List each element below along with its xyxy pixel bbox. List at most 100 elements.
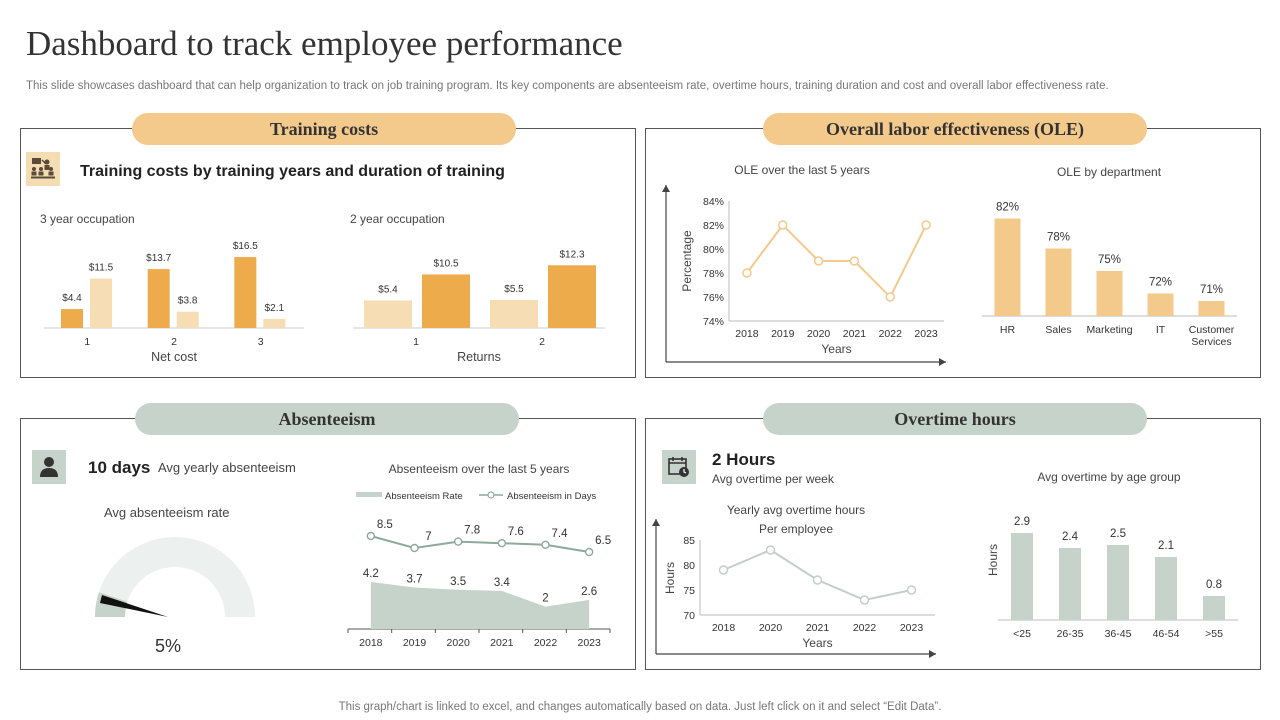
data-point (718, 565, 729, 575)
x-tick-label: 2022 (534, 637, 558, 649)
data-label: 82% (996, 202, 1019, 214)
chart-title: 2 year occupation (350, 212, 445, 226)
data-label: 7 (425, 531, 431, 543)
y-axis-arrow (652, 519, 660, 526)
absenteeism-header: Absenteeism (135, 403, 519, 435)
data-label: 3.7 (407, 574, 423, 586)
data-point (921, 220, 931, 230)
data-label: 2.1 (1158, 540, 1174, 552)
y-tick-label: 85 (683, 535, 695, 547)
legend-area-swatch (356, 492, 382, 497)
data-label: 7.6 (508, 526, 524, 538)
x-tick-label: Sales (1045, 324, 1071, 336)
x-tick-label: 36-45 (1105, 628, 1132, 640)
training-3yr-bar-chart: 3 year occupation $4.4 $11.5 1 $13.7 $3.8 2 $16… (40, 212, 304, 364)
legend-line-marker (487, 491, 495, 499)
data-label: 3.5 (450, 576, 466, 588)
y-tick-label: 78% (703, 268, 724, 280)
x-axis-label: Net cost (151, 350, 197, 364)
absenteeism-rate-value: 5% (155, 636, 182, 656)
training-costs-panel (20, 128, 636, 378)
x-tick-label: 2022 (879, 328, 903, 340)
data-label: $12.3 (559, 249, 584, 260)
x-tick-label: 2018 (712, 622, 736, 634)
data-label: 0.8 (1206, 579, 1222, 591)
data-label: 2.4 (1062, 531, 1079, 543)
ole-panel (645, 128, 1261, 378)
legend-label: Absenteeism in Days (507, 491, 596, 502)
data-label: 2 (542, 593, 548, 605)
x-tick-label: <25 (1013, 628, 1031, 640)
data-label: 75% (1098, 254, 1121, 266)
y-axis-arrow (662, 185, 670, 192)
data-label: $5.5 (504, 284, 524, 295)
training-costs-header: Training costs (132, 113, 516, 145)
y-tick-label: 82% (703, 220, 724, 232)
data-point (906, 585, 917, 595)
data-point (410, 543, 419, 553)
x-axis-arrow (939, 358, 946, 366)
x-tick-label: 1 (84, 336, 90, 348)
x-tick-label: 2021 (490, 637, 514, 649)
calendar-clock-icon (662, 450, 696, 484)
area-series (370, 581, 590, 629)
data-label: $5.4 (378, 284, 398, 295)
data-point (366, 531, 376, 541)
data-point (812, 575, 823, 585)
x-tick-label: 2023 (900, 622, 924, 634)
data-label: $10.5 (433, 258, 458, 269)
page-title: Dashboard to track employee performance (26, 24, 623, 63)
data-point (742, 268, 752, 278)
x-tick-label: 2018 (359, 637, 383, 649)
ole-department-bar-chart: OLE by department 82% HR 78% Sales 75% Marketi… (982, 165, 1237, 348)
x-tick-label: HR (1000, 324, 1016, 336)
training-meeting-icon (26, 152, 60, 186)
bar (1198, 301, 1225, 316)
x-tick-label: 2 (539, 336, 545, 348)
x-tick-label: 2019 (771, 328, 795, 340)
x-tick-label: 3 (258, 336, 264, 348)
x-axis-arrow (929, 650, 936, 658)
page-subtitle: This slide showcases dashboard that can … (26, 80, 1109, 92)
x-tick-label: 1 (413, 336, 419, 348)
bar (1147, 293, 1174, 316)
x-tick-label: IT (1156, 324, 1166, 336)
data-label: 3.4 (494, 577, 511, 589)
x-tick-label: 2020 (807, 328, 831, 340)
data-label: $4.4 (62, 293, 82, 304)
footer-note: This graph/chart is linked to excel, and… (338, 701, 942, 713)
bar (364, 300, 412, 328)
overtime-hours-label: Avg overtime per week (712, 472, 834, 486)
x-tick-label: 2018 (735, 328, 759, 340)
overtime-panel (645, 418, 1261, 670)
x-tick-label: 2020 (446, 637, 470, 649)
absenteeism-days-label: Avg yearly absenteeism (158, 460, 296, 475)
overtime-hours-value: 2 Hours (712, 450, 776, 469)
bar (1011, 533, 1033, 620)
x-tick-label: 2021 (806, 622, 830, 634)
data-point (541, 540, 550, 550)
x-tick-label: 46-54 (1153, 628, 1180, 640)
data-point (453, 537, 463, 546)
x-tick-label: Services (1191, 336, 1231, 348)
chart-subtitle: Per employee (759, 522, 833, 536)
series-line (723, 548, 912, 602)
data-label: $13.7 (146, 253, 171, 264)
line-series (370, 535, 590, 553)
ole-line-chart: OLE over the last 5 years 74% 76% 78% 80% 82%… (662, 163, 946, 366)
absenteeism-gauge (94, 537, 255, 617)
gauge-track (95, 537, 255, 617)
data-label: 2.6 (581, 586, 597, 598)
y-axis-label: Percentage (680, 230, 694, 292)
y-tick-label: 80 (683, 560, 695, 572)
data-point (813, 256, 824, 266)
data-point (859, 595, 870, 605)
absenteeism-days-value: 10 days (88, 458, 151, 477)
x-tick-label: 2019 (403, 637, 427, 649)
x-axis-label: Returns (457, 350, 501, 364)
chart-title: 3 year occupation (40, 212, 135, 226)
x-tick-label: Marketing (1086, 324, 1132, 336)
bar (1059, 548, 1081, 620)
x-tick-label: 2022 (853, 622, 877, 634)
bar (1155, 557, 1177, 620)
